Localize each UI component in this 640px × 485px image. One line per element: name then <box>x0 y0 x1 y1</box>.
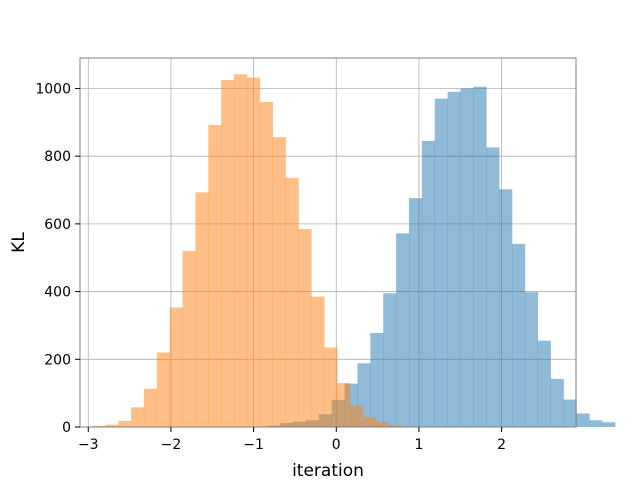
histogram-bar-series-2 <box>131 407 144 427</box>
histogram-bar-series-2 <box>350 405 363 427</box>
histogram-bar-series-1 <box>396 233 409 427</box>
histogram-bar-series-1 <box>486 147 499 427</box>
histogram-bar-series-1 <box>538 341 551 427</box>
x-axis-label: iteration <box>292 461 364 480</box>
histogram-bar-series-1 <box>448 92 461 427</box>
histogram-bar-series-2 <box>118 421 131 427</box>
histogram-bar-series-2 <box>195 192 208 427</box>
histogram-bar-series-2 <box>363 417 376 427</box>
x-tick-label: 0 <box>332 437 341 453</box>
histogram-bar-series-1 <box>473 87 486 427</box>
y-axis-label: KL <box>9 232 29 253</box>
histogram-bar-series-2 <box>376 422 389 427</box>
histogram-bar-series-2 <box>286 178 299 427</box>
histogram-bar-series-2 <box>234 74 247 427</box>
histogram-bar-series-2 <box>260 102 273 427</box>
histogram-bar-series-1 <box>383 293 396 427</box>
histogram-bar-series-2 <box>170 307 183 427</box>
histogram-bar-series-2 <box>337 383 350 427</box>
histogram-bar-series-1 <box>460 88 473 427</box>
histogram-bar-series-1 <box>602 422 615 427</box>
histogram-bar-series-1 <box>576 413 589 427</box>
histogram-bar-series-2 <box>273 137 286 427</box>
y-tick-label: 200 <box>44 352 71 368</box>
histogram-bar-series-2 <box>183 251 196 427</box>
histogram-bar-series-2 <box>144 389 157 427</box>
histogram-bar-series-2 <box>157 353 170 427</box>
histogram-bar-series-1 <box>525 292 538 427</box>
histogram-bar-series-1 <box>551 379 564 427</box>
y-tick-label: 0 <box>62 420 71 436</box>
histogram-bar-series-1 <box>435 99 448 427</box>
histogram-bar-series-2 <box>208 125 221 427</box>
histogram-bar-series-1 <box>499 189 512 427</box>
y-tick-label: 600 <box>44 217 71 233</box>
histogram-bar-series-1 <box>564 400 577 427</box>
histogram-bar-series-2 <box>298 229 311 427</box>
histogram-bar-series-1 <box>589 420 602 427</box>
x-tick-label: −2 <box>161 437 182 453</box>
x-tick-label: −3 <box>78 437 99 453</box>
x-tick-label: −1 <box>243 437 264 453</box>
x-tick-label: 1 <box>414 437 423 453</box>
y-tick-label: 1000 <box>35 81 71 97</box>
histogram-bar-series-2 <box>247 78 260 427</box>
histogram-bar-series-1 <box>409 198 422 427</box>
histogram-bar-series-1 <box>422 141 435 427</box>
histogram-bar-series-2 <box>311 297 324 427</box>
histogram-bar-series-2 <box>221 80 234 427</box>
y-tick-label: 800 <box>44 149 71 165</box>
y-tick-label: 400 <box>44 285 71 301</box>
histogram-bar-series-1 <box>512 244 525 427</box>
x-tick-label: 2 <box>497 437 506 453</box>
histogram-bar-series-1 <box>370 333 383 427</box>
histogram-bar-series-2 <box>324 347 337 427</box>
